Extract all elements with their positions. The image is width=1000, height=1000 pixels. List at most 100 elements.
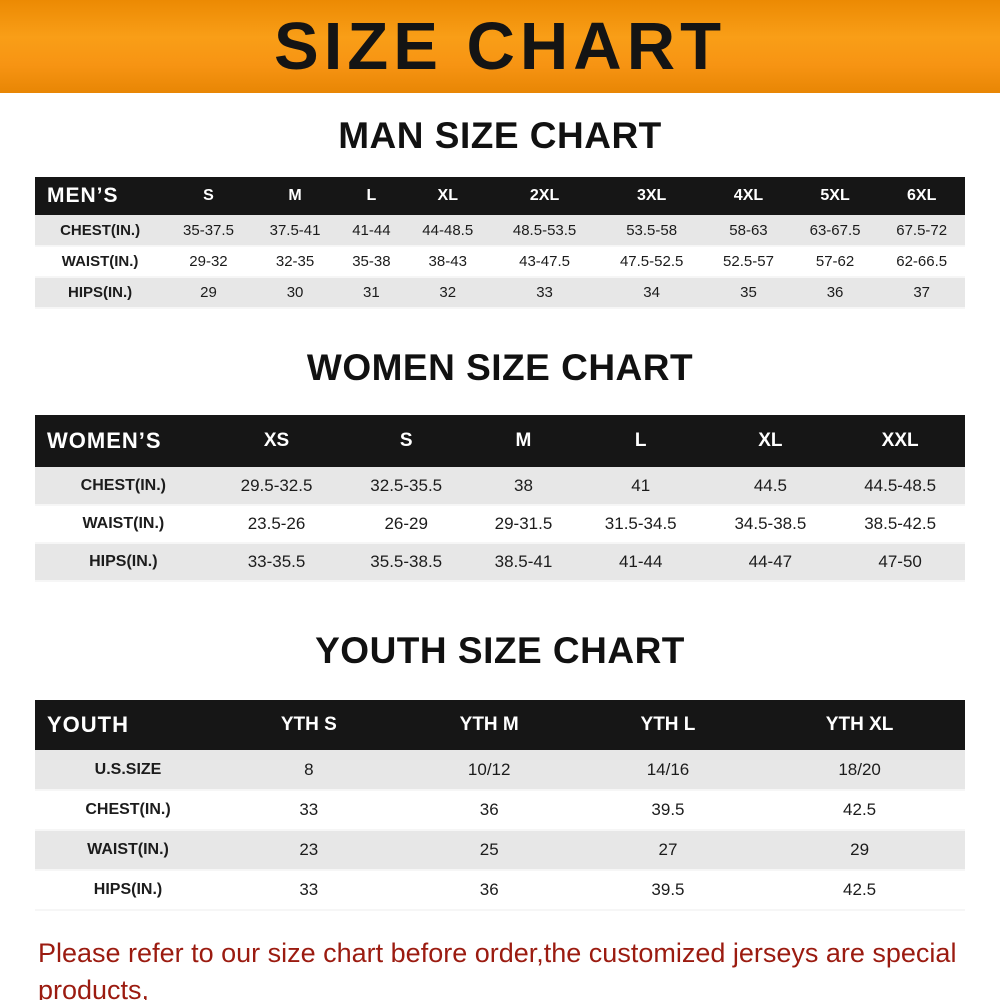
measurement-value-cell: 27 (658, 840, 678, 859)
measurement-value-cell: 34 (643, 284, 660, 301)
table-header-row: MEN’S S M L XL 2XL 3XL 4XL 5XL 6XL (35, 177, 965, 215)
measurement-value-cell: 44.5-48.5 (864, 475, 937, 495)
measurement-label-cell: HIPS(IN.) (93, 881, 163, 898)
size-column-header: S (341, 415, 472, 467)
table-header-row: YOUTH YTH S YTH M YTH L YTH XL (35, 700, 965, 750)
measurement-label-cell: WAIST(IN.) (87, 841, 169, 858)
measurement-value-cell: 47.5-52.5 (619, 253, 684, 270)
table-row: WAIST(IN.) 23 25 27 29 (35, 830, 965, 870)
measurement-value-cell: 41-44 (352, 221, 391, 239)
size-column-header: YTH XL (754, 700, 965, 750)
youth-section: YOUTH SIZE CHART YOUTH YTH S YTH M YTH L YTH… (0, 582, 1000, 911)
measurement-value-cell: 26-29 (384, 514, 428, 533)
measurement-value-cell: 14/16 (646, 759, 690, 779)
measurement-label-cell: HIPS(IN.) (89, 553, 158, 570)
measurement-value-cell: 34.5-38.5 (734, 514, 807, 533)
measurement-value-cell: 41-44 (618, 552, 663, 571)
banner: SIZE CHART (0, 0, 1000, 93)
table-row: WAIST(IN.) 23.5-26 26-29 29-31.5 31.5-34.5 34… (35, 505, 965, 543)
size-column-header: XL (705, 415, 836, 467)
measurement-value-cell: 41 (631, 475, 651, 495)
table-title-cell: MEN’S (35, 177, 166, 215)
measurement-value-cell: 35 (740, 284, 757, 301)
measurement-value-cell: 47-50 (878, 552, 922, 571)
measurement-value-cell: 62-66.5 (896, 253, 948, 270)
measurement-value-cell: 29 (200, 284, 217, 301)
measurement-value-cell: 23.5-26 (247, 514, 306, 533)
measurement-value-cell: 37.5-41 (269, 221, 321, 239)
measurement-value-cell: 29-32 (189, 253, 228, 270)
size-column-header: XS (211, 415, 342, 467)
measurement-value-cell: 31.5-34.5 (604, 514, 677, 533)
youth-size-table: YOUTH YTH S YTH M YTH L YTH XL U.S.SIZE 8 10/12… (35, 700, 965, 911)
table-title-cell: WOMEN’S (35, 415, 212, 467)
measurement-value-cell: 42.5 (843, 800, 877, 819)
page-title: SIZE CHART (274, 9, 726, 84)
size-column-header: 2XL (491, 177, 599, 215)
table-row: U.S.SIZE 8 10/12 14/16 18/20 (35, 750, 965, 790)
size-column-header: 5XL (791, 177, 879, 215)
measurement-value-cell: 32 (439, 284, 457, 301)
measurement-value-cell: 38.5-41 (494, 552, 553, 571)
size-column-header: 3XL (598, 177, 706, 215)
measurement-value-cell: 43-47.5 (519, 253, 570, 270)
measurement-value-cell: 29-31.5 (494, 514, 553, 533)
measurement-value-cell: 33 (299, 880, 319, 899)
measurement-label-cell: CHEST(IN.) (85, 801, 171, 818)
measurement-value-cell: 32.5-35.5 (370, 475, 443, 495)
size-column-header: L (575, 415, 706, 467)
measurement-value-cell: 25 (479, 840, 499, 859)
measurement-value-cell: 31 (363, 284, 380, 301)
disclaimer: Please refer to our size chart before or… (38, 935, 980, 1000)
measurement-value-cell: 58-63 (729, 221, 768, 239)
measurement-value-cell: 32-35 (275, 253, 315, 270)
measurement-value-cell: 35-38 (352, 253, 391, 270)
measurement-value-cell: 44-48.5 (422, 221, 474, 239)
size-column-header: L (338, 177, 405, 215)
table-row: HIPS(IN.) 33 36 39.5 42.5 (35, 870, 965, 910)
table-title-cell: YOUTH (35, 700, 221, 750)
size-column-header: YTH M (396, 700, 582, 750)
size-column-header: YTH L (581, 700, 755, 750)
youth-section-heading: YOUTH SIZE CHART (315, 630, 685, 671)
measurement-value-cell: 29 (850, 840, 870, 859)
size-column-header: 4XL (705, 177, 792, 215)
table-row: HIPS(IN.) 29 30 31 32 33 34 35 36 37 (35, 277, 965, 308)
measurement-label-cell: HIPS(IN.) (68, 284, 133, 301)
measurement-value-cell: 38-43 (428, 253, 467, 270)
measurement-value-cell: 48.5-53.5 (512, 221, 577, 239)
size-column-header: S (165, 177, 252, 215)
table-header-row: WOMEN’S XS S M L XL XXL (35, 415, 965, 467)
size-column-header: XXL (835, 415, 965, 467)
measurement-value-cell: 33 (299, 800, 319, 819)
measurement-value-cell: 35-37.5 (183, 221, 234, 239)
measurement-value-cell: 44.5 (753, 475, 787, 495)
measurement-label-cell: CHEST(IN.) (60, 221, 141, 239)
size-column-header: M (251, 177, 339, 215)
measurement-value-cell: 23 (299, 840, 319, 859)
measurement-value-cell: 36 (479, 800, 499, 819)
size-column-header: XL (404, 177, 492, 215)
measurement-value-cell: 30 (286, 284, 304, 301)
measurement-value-cell: 52.5-57 (723, 253, 774, 270)
measurement-value-cell: 44-47 (748, 552, 793, 571)
table-row: CHEST(IN.) 33 36 39.5 42.5 (35, 790, 965, 830)
measurement-value-cell: 29.5-32.5 (240, 475, 313, 495)
measurement-label-cell: U.S.SIZE (94, 760, 162, 778)
measurement-value-cell: 8 (304, 759, 314, 779)
women-section: WOMEN SIZE CHART WOMEN’S XS S M L XL XXL CHEST(… (0, 309, 1000, 582)
measurement-value-cell: 33 (536, 284, 553, 301)
men-size-table: MEN’S S M L XL 2XL 3XL 4XL 5XL 6XL CHEST(IN.) 35-37… (35, 177, 965, 309)
table-row: HIPS(IN.) 33-35.5 35.5-38.5 38.5-41 41-44 44-… (35, 543, 965, 581)
measurement-value-cell: 36 (826, 284, 844, 301)
measurement-value-cell: 38.5-42.5 (864, 514, 937, 533)
measurement-value-cell: 33-35.5 (247, 552, 306, 571)
disclaimer-line-1: Please refer to our size chart before or… (38, 938, 957, 1000)
size-column-header: M (471, 415, 576, 467)
table-row: WAIST(IN.) 29-32 32-35 35-38 38-43 43-47.5 47.… (35, 246, 965, 277)
measurement-value-cell: 53.5-58 (626, 221, 678, 239)
men-section-heading: MAN SIZE CHART (338, 115, 662, 156)
measurement-value-cell: 18/20 (838, 759, 881, 779)
men-section: MAN SIZE CHART MEN’S S M L XL 2XL 3XL 4XL 5XL 6XL… (0, 93, 1000, 309)
